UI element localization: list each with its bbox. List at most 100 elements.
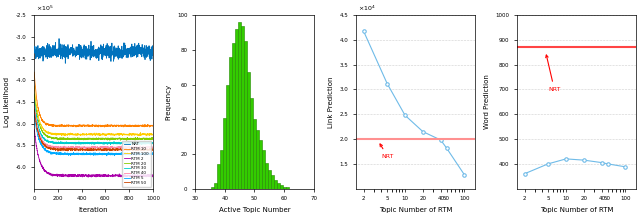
NRT: [42, 52, 50, 54]
RTM 40: [30, 105, 38, 107]
RTM 2: [78, 174, 86, 177]
RTM 30: [112, 141, 120, 144]
RTM 2: [42, 170, 50, 172]
RTM 30: [138, 143, 146, 146]
RTM 50: [123, 149, 131, 151]
Line: RTM 2: RTM 2: [34, 130, 153, 177]
RTM 30: [123, 141, 131, 144]
Line: RTM 10: RTM 10: [34, 72, 153, 127]
X-axis label: Topic Number of RTM: Topic Number of RTM: [379, 207, 452, 213]
X-axis label: Iteration: Iteration: [79, 207, 108, 213]
X-axis label: Topic Number of RTM: Topic Number of RTM: [540, 207, 613, 213]
RTM 2: [125, 175, 133, 178]
RTM 50: [42, 146, 50, 148]
RTM 5: [78, 153, 86, 156]
Bar: [285, 187, 289, 189]
RTM 10: [78, 124, 86, 127]
RTM 40: [149, 146, 157, 149]
RTM 5: [83, 152, 90, 154]
RTM 100: [30, 85, 38, 87]
RTM 5: [42, 149, 50, 152]
RTM 50: [79, 150, 86, 152]
RTM 20: [123, 139, 131, 141]
Bar: [244, 41, 247, 189]
NRT: [79, 54, 86, 57]
RTM 50: [83, 148, 90, 150]
RTM 10: [30, 71, 38, 74]
RTM 30: [149, 142, 157, 145]
RTM 10: [125, 125, 132, 127]
NRT: [125, 51, 133, 53]
RTM 20: [83, 138, 90, 141]
X-axis label: Active Topic Number: Active Topic Number: [219, 207, 291, 213]
RTM 5: [112, 152, 120, 155]
NRT: [112, 48, 120, 51]
NRT: [61, 62, 69, 64]
RTM 5: [103, 155, 111, 157]
RTM 20: [78, 138, 86, 140]
Bar: [241, 26, 244, 189]
Text: NRT: NRT: [380, 144, 394, 159]
Bar: [247, 72, 250, 189]
RTM 10: [146, 126, 154, 128]
RTM 10: [83, 124, 90, 127]
Y-axis label: Log Likelihood: Log Likelihood: [4, 77, 10, 127]
RTM 20: [125, 138, 133, 141]
RTM 30: [42, 139, 50, 142]
Bar: [265, 163, 268, 189]
NRT: [149, 49, 157, 51]
RTM 100: [149, 133, 157, 136]
Line: RTM 40: RTM 40: [34, 106, 153, 149]
Bar: [223, 117, 227, 189]
RTM 100: [143, 135, 150, 137]
RTM 40: [78, 146, 86, 148]
Text: NRT: NRT: [546, 55, 561, 92]
RTM 2: [123, 174, 131, 177]
NRT: [83, 58, 90, 61]
Bar: [235, 29, 238, 189]
RTM 2: [83, 174, 90, 177]
RTM 50: [149, 148, 157, 151]
RTM 30: [78, 142, 86, 145]
Bar: [276, 183, 280, 189]
RTM 5: [149, 152, 157, 154]
RTM 40: [83, 147, 90, 150]
Bar: [220, 150, 223, 189]
Bar: [256, 130, 259, 189]
Line: RTM 100: RTM 100: [34, 86, 153, 136]
Line: RTM 50: RTM 50: [34, 109, 153, 151]
Line: RTM 30: RTM 30: [34, 100, 153, 145]
RTM 50: [112, 148, 120, 150]
RTM 2: [112, 174, 120, 177]
Bar: [253, 119, 256, 189]
Bar: [280, 185, 283, 189]
Bar: [274, 180, 276, 189]
Bar: [214, 183, 218, 189]
Bar: [218, 164, 220, 189]
RTM 40: [42, 144, 50, 147]
RTM 2: [84, 176, 92, 179]
Bar: [283, 187, 285, 189]
Text: $\times 10^4$: $\times 10^4$: [358, 4, 376, 13]
RTM 20: [30, 93, 38, 95]
NRT: [30, 49, 38, 52]
RTM 20: [123, 137, 131, 140]
RTM 100: [83, 132, 90, 135]
RTM 5: [123, 153, 131, 155]
RTM 20: [42, 134, 50, 136]
RTM 100: [42, 131, 50, 133]
RTM 50: [125, 148, 133, 150]
RTM 50: [30, 108, 38, 111]
Y-axis label: Frequency: Frequency: [165, 84, 172, 120]
Line: RTM 5: RTM 5: [34, 115, 153, 156]
RTM 10: [123, 125, 131, 127]
Y-axis label: Link Prediction: Link Prediction: [328, 76, 334, 128]
RTM 100: [125, 134, 132, 136]
RTM 10: [42, 122, 50, 124]
Bar: [250, 99, 253, 189]
RTM 5: [125, 153, 133, 155]
Bar: [262, 150, 265, 189]
Legend: NRT, RTM 10, RTM 100, RTM 2, RTM 20, RTM 30, RTM 40, RTM 5, RTM 50: NRT, RTM 10, RTM 100, RTM 2, RTM 20, RTM…: [122, 141, 151, 187]
Bar: [229, 57, 232, 189]
Line: NRT: NRT: [34, 39, 153, 63]
